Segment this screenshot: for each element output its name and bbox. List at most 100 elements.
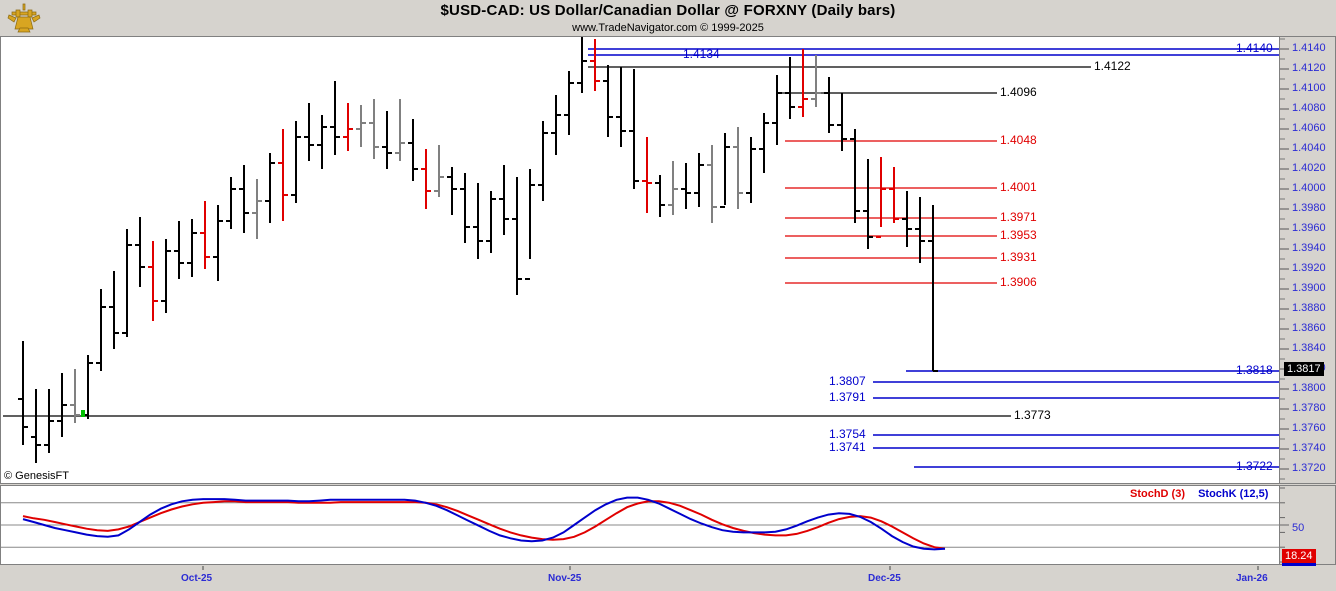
stochastic-legend: StochD (3) StochK (12,5) (1130, 488, 1268, 500)
price-axis-tick-label: 1.3940 (1292, 242, 1326, 254)
ohlc-bar (720, 133, 730, 208)
ohlc-bar (798, 49, 808, 117)
ohlc-bar (759, 113, 769, 173)
price-level-label: 1.4048 (1000, 133, 1037, 147)
stochastic-value-underline (1282, 563, 1316, 566)
price-axis-tick-label: 1.3720 (1292, 462, 1326, 474)
ohlc-bar (460, 173, 470, 243)
price-axis-tick-label: 1.3900 (1292, 282, 1326, 294)
stochastic-panel[interactable] (0, 485, 1280, 565)
ohlc-bar (928, 205, 938, 372)
price-level-label: 1.4001 (1000, 180, 1037, 194)
ohlc-bar (291, 121, 301, 203)
chart-subtitle: www.TradeNavigator.com © 1999-2025 (572, 22, 764, 34)
ohlc-bar (811, 55, 821, 107)
ohlc-bar (564, 71, 574, 135)
ohlc-bar (226, 177, 236, 229)
ohlc-bar (590, 38, 600, 91)
ohlc-bar (395, 99, 405, 161)
ohlc-bar (642, 137, 652, 213)
price-axis-tick-label: 1.3840 (1292, 342, 1326, 354)
price-level-label: 1.3971 (1000, 210, 1037, 224)
price-axis-tick-label: 1.4040 (1292, 142, 1326, 154)
ohlc-bar (915, 197, 925, 263)
ohlc-bar (824, 77, 834, 133)
date-axis[interactable]: Oct-25 Nov-25 Dec-25 Jan-26 (0, 566, 1336, 591)
ohlc-bar (785, 57, 795, 119)
price-axis-tick-label: 1.4100 (1292, 82, 1326, 94)
ohlc-bar (655, 175, 665, 217)
ohlc-bar (863, 159, 873, 249)
ohlc-bar (278, 129, 288, 221)
stochk-legend-label: StochK (12,5) (1198, 488, 1269, 500)
ohlc-bar (122, 229, 132, 337)
ohlc-bar (681, 163, 691, 209)
ohlc-bar (213, 205, 223, 281)
stochd-legend-label: StochD (3) (1130, 488, 1185, 500)
ohlc-bar (837, 93, 847, 151)
price-level-label: 1.3906 (1000, 275, 1037, 289)
ohlc-bar (304, 103, 314, 161)
theodolite-logo (4, 2, 44, 34)
price-level-label: 1.3722 (1236, 459, 1273, 473)
ohlc-bar (733, 127, 743, 209)
ohlc-bar (629, 69, 639, 189)
price-axis-tick-label: 1.3860 (1292, 322, 1326, 334)
ohlc-bar (343, 103, 353, 151)
price-axis-tick-label: 1.4080 (1292, 102, 1326, 114)
price-level-label: 1.3741 (829, 440, 866, 454)
price-axis-tick-label: 1.3780 (1292, 402, 1326, 414)
price-level-label: 1.3818 (1236, 363, 1273, 377)
price-axis-tick-label: 1.4120 (1292, 62, 1326, 74)
price-axis[interactable] (1280, 36, 1336, 484)
ohlc-bar (772, 75, 782, 145)
date-axis-tick-label: Nov-25 (548, 573, 582, 584)
ohlc-bar (70, 369, 80, 423)
ohlc-bar (200, 201, 210, 269)
stochastic-svg (1, 496, 1279, 551)
ohlc-bar (603, 65, 613, 137)
ohlc-bar (889, 167, 899, 223)
price-chart-panel[interactable] (0, 36, 1280, 484)
price-level-label: 1.3953 (1000, 228, 1037, 242)
price-axis-tick-label: 1.3980 (1292, 202, 1326, 214)
price-level-label: 1.4140 (1236, 41, 1273, 55)
ohlc-bar (746, 137, 756, 203)
last-price-marker: 1.3817 (1284, 362, 1324, 376)
ohlc-bar (408, 119, 418, 181)
price-axis-tick-label: 1.3740 (1292, 442, 1326, 454)
ohlc-bar (252, 179, 262, 239)
ohlc-bar (577, 37, 587, 93)
stochk-line (22, 496, 946, 551)
stoch-axis-label-50: 50 (1292, 522, 1305, 534)
ohlc-bar (369, 99, 379, 159)
ohlc-bar (668, 161, 678, 215)
ohlc-bar (265, 153, 275, 223)
copyright-text: © GenesisFT (4, 470, 69, 482)
price-level-label: 1.4122 (1094, 59, 1131, 73)
ohlc-bar (616, 67, 626, 147)
ohlc-bar (83, 355, 93, 419)
date-axis-tick-label: Oct-25 (181, 573, 213, 584)
ohlc-bar (421, 149, 431, 209)
price-axis-tick-label: 1.3760 (1292, 422, 1326, 434)
price-axis-tick-label: 1.3800 (1292, 382, 1326, 394)
stochastic-value-marker: 18.24 (1282, 549, 1316, 563)
ohlc-bar (551, 95, 561, 155)
ohlc-bar (148, 241, 158, 321)
ohlc-bar (96, 289, 106, 371)
price-level-label: 1.4134 (683, 47, 720, 61)
entry-marker (81, 410, 85, 417)
ohlc-bar (330, 81, 340, 155)
price-axis-ticks (1280, 38, 1289, 480)
ohlc-bar (57, 373, 67, 437)
ohlc-bar (187, 219, 197, 277)
ohlc-bar (538, 121, 548, 201)
ohlc-bar (850, 129, 860, 223)
ohlc-bar (135, 217, 145, 287)
chart-header: $USD-CAD: US Dollar/Canadian Dollar @ FO… (0, 0, 1336, 36)
price-axis-tick-label: 1.4020 (1292, 162, 1326, 174)
ohlc-bar (447, 167, 457, 215)
ohlc-bar (18, 341, 28, 445)
